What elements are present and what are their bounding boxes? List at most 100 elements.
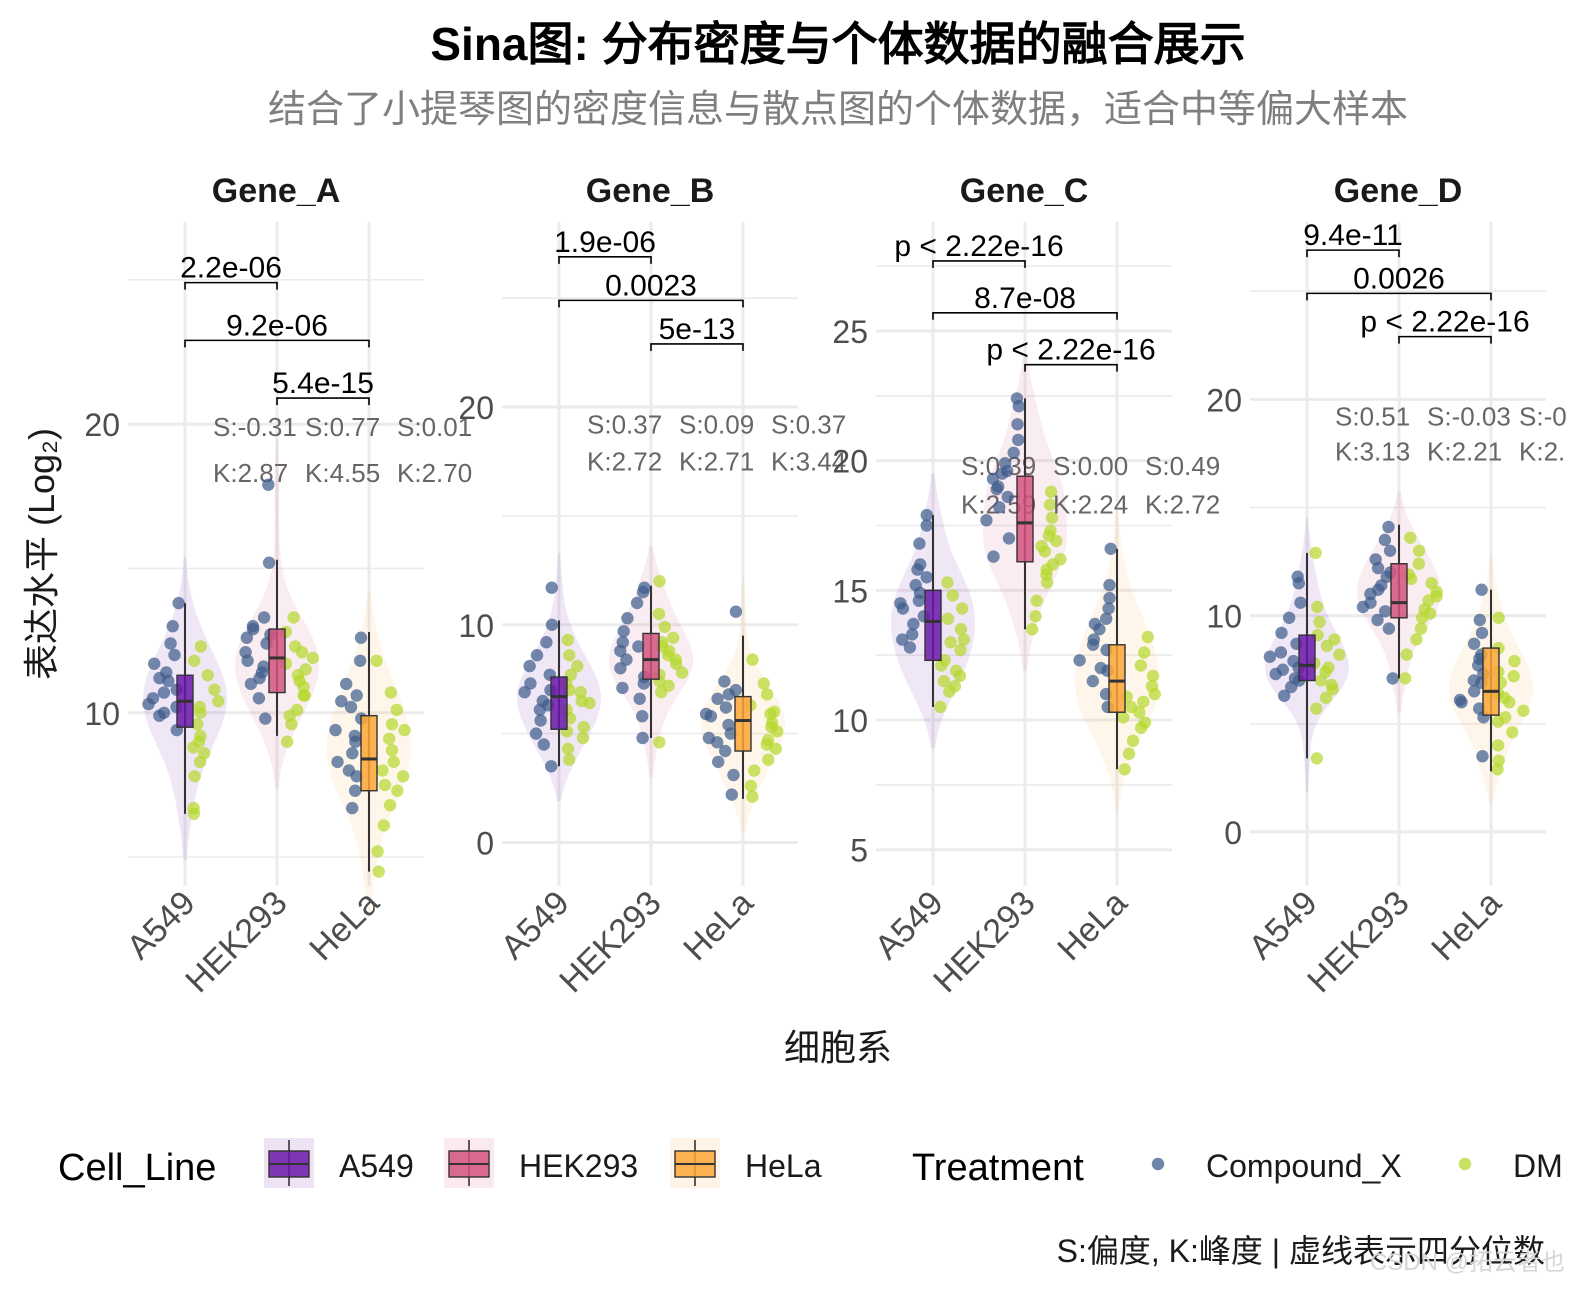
kurtosis-label: K:3.44 (771, 446, 846, 476)
point-dmso (291, 669, 305, 682)
point-dmso (1118, 763, 1131, 776)
point-compound-x (148, 657, 161, 670)
significance-bracket (932, 311, 1118, 320)
point-compound-x (1369, 553, 1382, 566)
point-compound-x (342, 764, 356, 777)
point-compound-x (718, 675, 731, 688)
legend-treatment-items: Compound_X DM (1151, 1148, 1563, 1184)
point-dmso (1117, 711, 1130, 724)
point-compound-x (616, 681, 629, 695)
skewness-label: S:0.77 (305, 412, 380, 442)
p-value-label: 8.7e-08 (974, 282, 1076, 315)
point-compound-x (329, 723, 342, 737)
skewness-label: S:-0.31 (213, 412, 297, 442)
skewness-label: S:0.51 (1335, 402, 1410, 432)
point-dmso (1333, 648, 1346, 661)
point-compound-x (1094, 661, 1108, 675)
significance-bracket (558, 256, 652, 264)
point-compound-x (344, 700, 358, 714)
box-hek293 (268, 628, 286, 694)
point-dmso (371, 845, 384, 858)
skewness-label: S:0.00 (1053, 451, 1128, 481)
significance-bracket (558, 299, 744, 308)
point-dmso (767, 705, 781, 718)
point-compound-x (537, 738, 550, 751)
box-hela (1482, 647, 1500, 716)
point-dmso (757, 677, 770, 690)
point-compound-x (1475, 626, 1489, 640)
point-compound-x (168, 648, 181, 662)
point-compound-x (346, 747, 359, 760)
point-compound-x (529, 727, 543, 740)
point-dmso (306, 651, 320, 665)
legend: Cell_Line A549 HEK293 HeLa Treatment Compo… (58, 1138, 1563, 1189)
point-dmso (370, 654, 383, 667)
point-compound-x (1386, 672, 1399, 685)
point-compound-x (1086, 674, 1100, 688)
point-dmso (662, 679, 675, 692)
point-dmso (387, 755, 400, 769)
point-compound-x (534, 714, 547, 727)
point-dmso (574, 686, 587, 699)
point-compound-x (348, 784, 362, 797)
x-tick-label: HeLa (676, 884, 760, 968)
point-dmso (1311, 600, 1324, 614)
point-compound-x (1287, 654, 1300, 668)
y-tick-label: 5 (850, 833, 868, 869)
point-compound-x (1476, 750, 1489, 763)
kurtosis-label: K:2.24 (1053, 490, 1128, 520)
point-dmso (295, 646, 309, 659)
point-compound-x (1294, 596, 1307, 609)
point-dmso (1399, 672, 1412, 685)
box-a549 (924, 589, 942, 662)
skewness-label: S:0.49 (1145, 451, 1220, 481)
point-compound-x (340, 677, 353, 691)
x-tick-label: HeLa (1424, 884, 1508, 968)
skewness-label: S:-0.03 (1427, 402, 1511, 432)
point-dmso (563, 753, 576, 766)
point-dmso (188, 654, 201, 667)
p-value-label: 1.9e-06 (554, 226, 656, 259)
point-compound-x (1288, 672, 1302, 685)
legend-cell-line-items: A549 HEK293 HeLa (264, 1138, 822, 1188)
point-dmso (760, 688, 774, 701)
caption: S:偏度, K:峰度 | 虚线表示四分位数 (1057, 1233, 1545, 1269)
point-compound-x (1275, 626, 1288, 640)
point-dmso (212, 695, 225, 708)
point-dmso (1404, 531, 1417, 544)
point-compound-x (699, 707, 713, 721)
point-compound-x (1278, 689, 1291, 702)
point-dmso (1400, 648, 1413, 661)
point-compound-x (142, 697, 155, 711)
point-compound-x (247, 622, 260, 636)
legend-label-hela: HeLa (745, 1148, 822, 1184)
point-dmso (746, 790, 759, 803)
y-tick-label: 0 (1224, 815, 1242, 851)
x-tick-label: HEK293 (1300, 884, 1416, 1000)
p-value-label: 9.4e-11 (1303, 219, 1403, 252)
point-dmso (1414, 622, 1428, 635)
box-a549 (550, 676, 568, 730)
point-dmso (377, 819, 390, 832)
point-compound-x (354, 654, 367, 667)
kurtosis-label: K:2.70 (397, 458, 472, 488)
skewness-label: S:0.09 (679, 409, 754, 439)
point-dmso (653, 575, 666, 588)
point-compound-x (993, 501, 1006, 514)
y-tick-label: 20 (1206, 382, 1242, 418)
point-compound-x (907, 617, 920, 631)
point-dmso (953, 669, 967, 683)
facet-panel-gene_a: 10 20 Gene_A A549 S:-0.31 K:2.87 HEK293 S:0.77 K… (84, 172, 472, 1000)
point-dmso (576, 731, 590, 745)
point-dmso (667, 631, 680, 644)
point-compound-x (909, 578, 922, 592)
point-dmso (1425, 577, 1438, 590)
point-compound-x (729, 605, 743, 618)
legend-treatment-title: Treatment (912, 1147, 1084, 1189)
point-dmso (1310, 702, 1323, 715)
point-dmso (193, 700, 206, 714)
point-dmso (385, 744, 399, 757)
p-value-label: p < 2.22e-16 (1360, 306, 1529, 339)
point-dmso (571, 659, 584, 673)
